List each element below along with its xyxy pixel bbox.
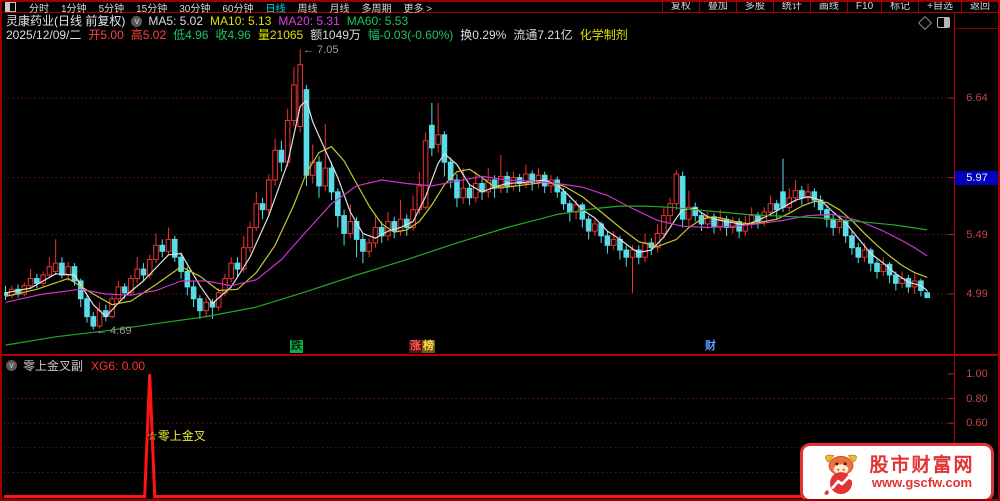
period-tab-多周期[interactable]: 多周期: [361, 3, 392, 15]
price-annotation: ← 4.69: [96, 325, 132, 337]
quote-field: 开5.00: [88, 28, 124, 42]
event-badge[interactable]: 榜: [422, 340, 435, 353]
quote-field: 量21065: [257, 28, 304, 42]
xg6-indicator-line: [4, 373, 952, 498]
event-badge[interactable]: 财: [705, 340, 716, 352]
site-watermark: 股市财富网 www.gscfw.com: [800, 443, 994, 501]
toolbar-button-复权[interactable]: 复权: [661, 1, 699, 13]
ma-legend: MA5: 5.02 MA10: 5.13 MA20: 5.31 MA60: 5.53: [148, 14, 415, 28]
toolbar-button-F10[interactable]: F10: [846, 1, 881, 13]
period-tab-5分钟[interactable]: 5分钟: [98, 3, 125, 15]
period-tab-日线[interactable]: 日线: [265, 3, 286, 15]
period-tab-1分钟[interactable]: 1分钟: [61, 3, 87, 15]
panel-divider[interactable]: [0, 354, 1000, 356]
indicator-panel[interactable]: [4, 356, 954, 501]
toolbar-button-叠加[interactable]: 叠加: [698, 1, 736, 13]
price-highlight-badge: 5.97: [955, 171, 999, 185]
period-tab-更多 >[interactable]: 更多 >: [403, 3, 433, 15]
indicator-axis-label: 0.60: [966, 417, 988, 429]
diamond-marker-icon[interactable]: [917, 15, 933, 30]
toolbar-button-返回[interactable]: 返回: [961, 1, 998, 13]
watermark-url: www.gscfw.com: [871, 474, 973, 490]
ma-value: MA5: 5.02: [148, 14, 204, 28]
ma-value: MA10: 5.13: [210, 14, 272, 28]
ma-line-MA10: [5, 146, 928, 306]
axis-header-divider: [955, 28, 1000, 29]
indicator-axis-label: 0.80: [966, 393, 988, 405]
candlestick-chart[interactable]: [4, 13, 954, 354]
period-tab-分时[interactable]: 分时: [29, 3, 49, 15]
price-axis-label: 5.49: [966, 229, 988, 241]
period-tab-30分钟[interactable]: 30分钟: [179, 3, 211, 15]
event-badge[interactable]: 涨: [409, 340, 422, 353]
period-tab-周线[interactable]: 周线: [297, 3, 318, 15]
layout-split-icon[interactable]: [5, 2, 16, 12]
watermark-text: 股市财富网 www.gscfw.com: [869, 454, 975, 490]
toolbar-button-统计[interactable]: 统计: [772, 1, 810, 13]
chart-corner-icons: [917, 15, 950, 30]
quote-field: 额1049万: [310, 28, 361, 42]
toolbar-button-画线[interactable]: 画线: [809, 1, 847, 13]
quote-row: 2025/12/09/二 开5.00 高5.02 低4.96 收4.96 量21065 额1…: [6, 28, 635, 42]
indicator-name: 零上金叉副: [23, 359, 84, 373]
chevron-down-icon[interactable]: v: [131, 15, 143, 27]
signal-label: ☆零上金叉: [147, 429, 206, 443]
price-axis-label: 6.64: [966, 92, 988, 104]
toolbar-button-多股[interactable]: 多股: [735, 1, 773, 13]
period-tab-15分钟[interactable]: 15分钟: [136, 3, 168, 15]
period-toolbar: 分时 1分钟 5分钟 15分钟 30分钟 60分钟 日线 周线 月线 多周期 更多 > 复权 叠加 多股…: [2, 1, 998, 15]
toolbar-button-自选[interactable]: +自选: [918, 1, 961, 13]
quote-field: 高5.02: [130, 28, 167, 42]
quote-field: 换0.29%: [460, 28, 507, 42]
toolbar-button-标记[interactable]: 标记: [881, 1, 918, 13]
ma-value: MA20: 5.31: [278, 14, 340, 28]
period-tab-月线[interactable]: 月线: [329, 3, 350, 15]
quote-field: 流通7.21亿: [513, 28, 573, 42]
axis-divider: [954, 13, 955, 501]
quote-field: 化学制剂: [579, 28, 628, 42]
quote-field: 收4.96: [215, 28, 251, 42]
toolbar-divider: [0, 12, 1000, 13]
quote-field: 低4.96: [173, 28, 209, 42]
bull-logo-icon: [824, 454, 858, 495]
quote-field: 2025/12/09/二: [6, 28, 82, 42]
ma-line-MA60: [5, 205, 928, 346]
indicator-axis-label: 1.00: [966, 368, 988, 380]
indicator-value: XG6: 0.00: [91, 358, 146, 373]
event-badge[interactable]: 跌: [290, 340, 303, 353]
price-annotation: ← 7.05: [303, 44, 339, 56]
toolbar-button-list: 复权 叠加 多股 统计 画线 F10 标记 +自选 返回: [661, 1, 998, 13]
period-tab-60分钟[interactable]: 60分钟: [222, 3, 254, 15]
indicator-header: v 零上金叉副 XG6: 0.00: [6, 357, 145, 374]
ma-line-MA5: [5, 99, 928, 318]
price-axis-label: 4.99: [966, 288, 988, 300]
watermark-title: 股市财富网: [869, 454, 975, 476]
toolbar-period-list: 分时 1分钟 5分钟 15分钟 30分钟 60分钟 日线 周线 月线 多周期 更多 >: [2, 2, 438, 15]
ma-value: MA60: 5.53: [346, 14, 409, 28]
panel-toggle-icon[interactable]: [937, 17, 950, 28]
quote-field: 幅-0.03(-0.60%): [367, 28, 454, 42]
stock-title: 灵康药业(日线 前复权): [6, 14, 126, 28]
ma-line-MA20: [5, 175, 928, 303]
stock-info-row: 灵康药业(日线 前复权) v MA5: 5.02 MA10: 5.13 MA20: …: [6, 14, 415, 28]
chevron-down-icon[interactable]: v: [6, 360, 17, 371]
